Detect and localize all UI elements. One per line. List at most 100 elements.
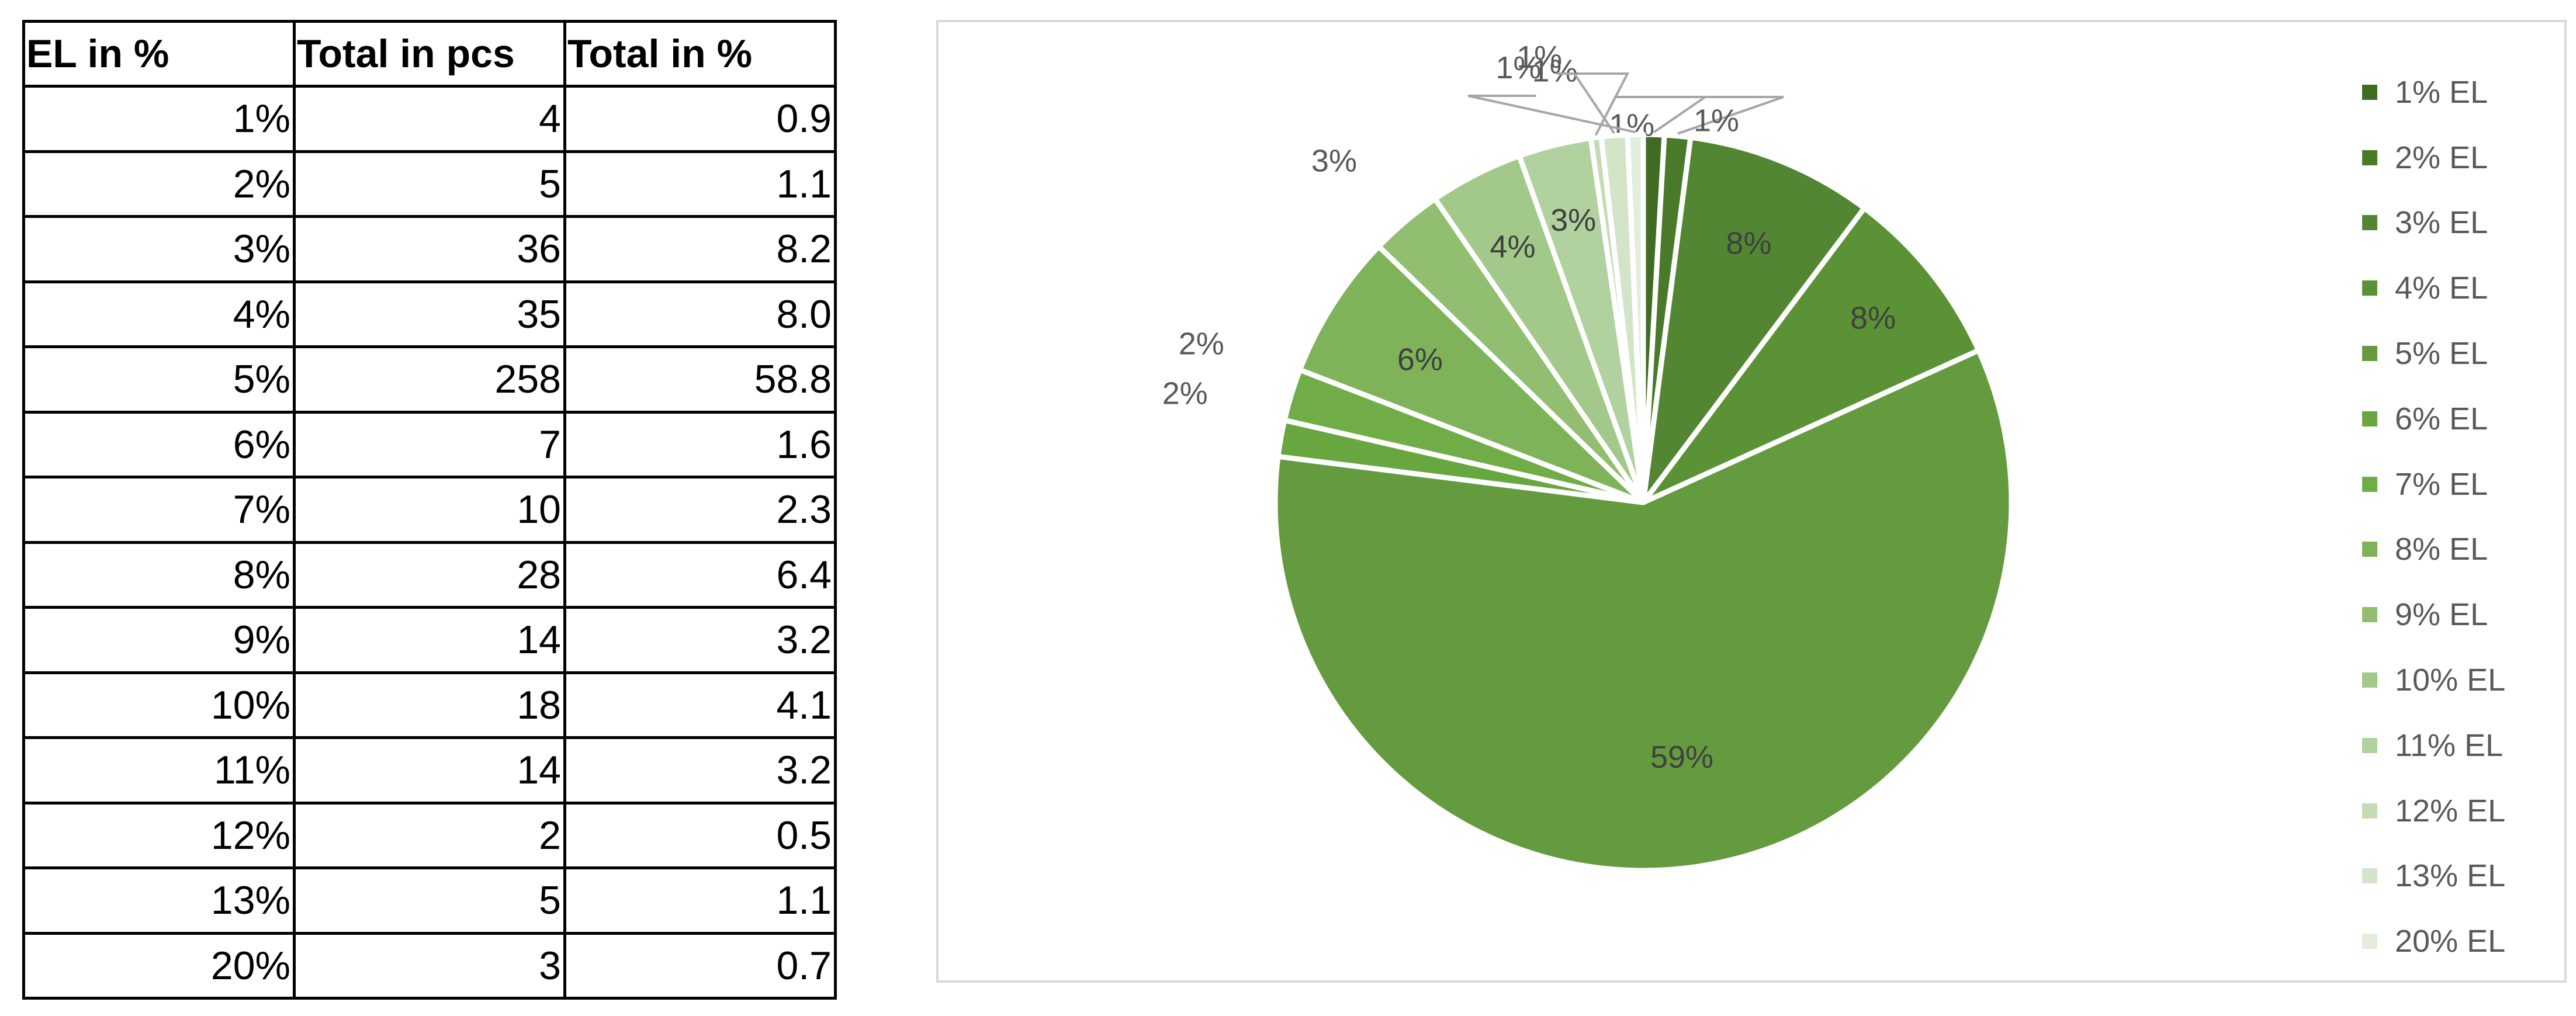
total-percent-cell: 8.0 [563, 280, 837, 348]
total-percent-cell: 1.1 [563, 150, 837, 218]
total-percent-cell: 3.2 [563, 606, 837, 674]
pie-slice-20-el [1625, 131, 1646, 505]
el-cell: 8% [22, 540, 296, 609]
table-row: 7% 10 2.3 [22, 476, 837, 544]
total-pcs-cell: 2 [293, 801, 566, 869]
legend-label: 9% EL [2395, 597, 2488, 633]
total-percent-cell: 0.7 [563, 931, 837, 1000]
total-pcs-cell: 7 [293, 410, 566, 478]
legend-label: 4% EL [2395, 271, 2488, 306]
data-label: 3% [1550, 203, 1596, 238]
el-cell: 9% [22, 606, 296, 674]
data-label: 4% [1490, 229, 1535, 264]
legend-swatch [2362, 607, 2377, 623]
legend-swatch [2362, 803, 2377, 819]
legend-swatch [2362, 672, 2377, 688]
total-percent-cell: 58.8 [563, 345, 837, 414]
data-label: 1% [1532, 53, 1578, 88]
total-percent-cell: 3.2 [563, 736, 837, 805]
table-row: 11% 14 3.2 [22, 736, 837, 805]
table-row: 5% 258 58.8 [22, 345, 837, 414]
legend-label: 2% EL [2395, 140, 2488, 175]
legend-item: 3% EL [2362, 190, 2505, 256]
table-body: 1% 4 0.9 2% 5 1.1 3% 36 8.2 4% 35 8.0 5% 258 58.8 6% 7 1.… [22, 85, 837, 1000]
legend-label: 6% EL [2395, 401, 2488, 436]
data-label: 1% [1694, 103, 1739, 138]
legend-swatch [2362, 868, 2377, 884]
legend-item: 13% EL [2362, 844, 2505, 909]
legend-swatch [2362, 542, 2377, 557]
pie-slice-3-el [1640, 134, 1867, 505]
total-percent-cell: 1.6 [563, 410, 837, 478]
table-row: 1% 4 0.9 [22, 85, 837, 153]
total-percent-cell: 6.4 [563, 540, 837, 609]
leader-line [1467, 95, 1636, 134]
total-pcs-cell: 5 [293, 150, 566, 218]
legend-item: 5% EL [2362, 321, 2505, 386]
el-cell: 6% [22, 410, 296, 478]
data-table: EL in % Total in pcs Total in % 1% 4 0.9 2% 5 1… [22, 20, 837, 1000]
legend-swatch [2362, 215, 2377, 231]
total-pcs-cell: 5 [293, 866, 566, 935]
el-header: EL in % [22, 20, 296, 88]
total-pcs-cell: 3 [293, 931, 566, 1000]
el-cell: 4% [22, 280, 296, 348]
total-pcs-cell: 36 [293, 215, 566, 283]
legend-swatch [2362, 411, 2377, 426]
total-pcs-cell: 14 [293, 736, 566, 805]
chart-legend: 1% EL 2% EL 3% EL 4% EL 5% EL 6% EL 7% EL 8% EL… [2362, 60, 2505, 974]
leader-line [1677, 96, 1784, 135]
legend-item: 7% EL [2362, 452, 2505, 517]
leader-line [1557, 72, 1615, 134]
legend-item: 20% EL [2362, 908, 2505, 974]
total-pcs-cell: 35 [293, 280, 566, 348]
legend-item: 12% EL [2362, 778, 2505, 844]
legend-item: 2% EL [2362, 125, 2505, 190]
legend-swatch [2362, 934, 2377, 949]
legend-label: 8% EL [2395, 532, 2488, 567]
table-header-row: EL in % Total in pcs Total in % [22, 20, 837, 88]
legend-label: 13% EL [2395, 858, 2506, 894]
data-label: 6% [1397, 342, 1443, 377]
table-row: 12% 2 0.5 [22, 801, 837, 869]
el-cell: 5% [22, 345, 296, 414]
total-pcs-cell: 10 [293, 476, 566, 544]
table-row: 6% 7 1.6 [22, 410, 837, 478]
leader-line [1572, 72, 1630, 136]
legend-swatch [2362, 280, 2377, 296]
legend-label: 5% EL [2395, 336, 2488, 372]
legend-label: 12% EL [2395, 793, 2506, 828]
legend-swatch [2362, 346, 2377, 362]
legend-swatch [2362, 476, 2377, 492]
el-cell: 7% [22, 476, 296, 544]
legend-label: 11% EL [2395, 727, 2504, 763]
total-pcs-cell: 4 [293, 85, 566, 153]
el-cell: 10% [22, 671, 296, 739]
table-row: 2% 5 1.1 [22, 150, 837, 218]
data-label: 2% [1179, 326, 1224, 361]
data-label: 3% [1311, 144, 1357, 179]
legend-label: 20% EL [2395, 924, 2506, 959]
legend-item: 10% EL [2362, 647, 2505, 713]
el-cell: 12% [22, 801, 296, 869]
data-label: 8% [1726, 226, 1771, 261]
table-row: 10% 18 4.1 [22, 671, 837, 739]
table-row: 3% 36 8.2 [22, 215, 837, 283]
legend-item: 11% EL [2362, 713, 2505, 778]
el-cell: 2% [22, 150, 296, 218]
total-percent-cell: 2.3 [563, 476, 837, 544]
total-percent-cell: 8.2 [563, 215, 837, 283]
el-cell: 11% [22, 736, 296, 805]
table-row: 4% 35 8.0 [22, 280, 837, 348]
table-row: 20% 3 0.7 [22, 931, 837, 1000]
legend-label: 3% EL [2395, 205, 2488, 241]
legend-swatch [2362, 84, 2377, 100]
total-pcs-cell: 28 [293, 540, 566, 609]
legend-swatch [2362, 737, 2377, 753]
total-percent-cell: 1.1 [563, 866, 837, 935]
legend-item: 1% EL [2362, 60, 2505, 125]
legend-label: 10% EL [2395, 663, 2506, 698]
total-pcs-cell: 18 [293, 671, 566, 739]
legend-item: 8% EL [2362, 517, 2505, 582]
total-percent-cell: 4.1 [563, 671, 837, 739]
